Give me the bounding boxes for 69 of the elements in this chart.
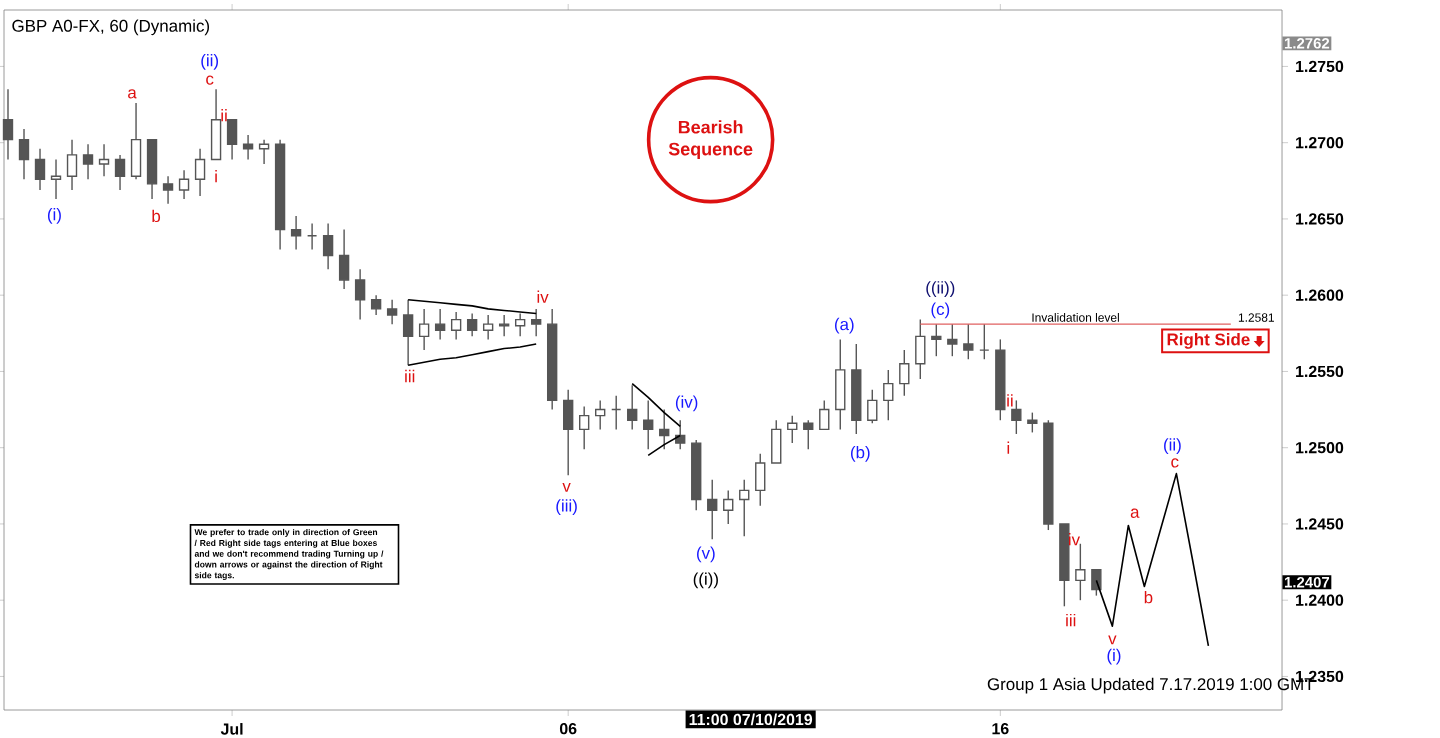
annotation: i bbox=[1007, 441, 1010, 454]
candlestick bbox=[707, 479, 718, 540]
candlestick bbox=[643, 399, 654, 450]
candlestick bbox=[162, 175, 174, 205]
candlestick bbox=[579, 405, 590, 450]
candlestick bbox=[402, 299, 414, 367]
candlestick bbox=[450, 311, 462, 341]
annotation: (i) bbox=[1107, 648, 1121, 665]
candlestick bbox=[354, 268, 366, 321]
annotation: ((ii)) bbox=[926, 281, 955, 297]
annotation: (i) bbox=[47, 207, 61, 224]
annotation: i bbox=[215, 170, 217, 183]
candlestick bbox=[50, 158, 62, 200]
annotation: (v) bbox=[697, 546, 715, 563]
candlestick bbox=[114, 154, 126, 191]
candlestick bbox=[178, 169, 190, 200]
candlestick bbox=[322, 222, 334, 270]
annotation: (iv) bbox=[675, 395, 698, 412]
line-series bbox=[407, 343, 537, 367]
candlestick bbox=[563, 389, 574, 476]
candlestick bbox=[66, 138, 78, 191]
annotation: iii bbox=[405, 369, 415, 383]
candlestick bbox=[2, 88, 14, 161]
candlestick bbox=[835, 338, 846, 431]
candlestick bbox=[194, 148, 206, 197]
annotation: c bbox=[206, 75, 214, 85]
line-series bbox=[407, 298, 537, 315]
annotation: b bbox=[152, 209, 161, 223]
candlestick bbox=[130, 102, 142, 180]
candlestick bbox=[82, 143, 94, 180]
candlestick bbox=[466, 312, 478, 338]
annotation: ii bbox=[1007, 394, 1013, 407]
candlestick bbox=[290, 215, 302, 251]
candlestick bbox=[434, 308, 446, 341]
annotation: iii bbox=[1066, 613, 1076, 627]
candlestick bbox=[98, 143, 110, 177]
candlestick bbox=[514, 312, 526, 338]
annotation: b bbox=[1144, 590, 1153, 604]
annotation: Bearish Sequence bbox=[668, 120, 753, 159]
text: GBP A0-FX, 60 (Dynamic) bbox=[12, 19, 210, 36]
candlestick bbox=[498, 314, 510, 338]
candlestick bbox=[418, 308, 430, 351]
annotation: ((i)) bbox=[693, 572, 718, 589]
candlestick bbox=[482, 314, 494, 341]
annotation: iv bbox=[1068, 533, 1080, 546]
annotation: (ii) bbox=[1164, 438, 1181, 455]
annotation: Right Side bbox=[1167, 332, 1250, 349]
annotation: (iii) bbox=[556, 499, 577, 516]
annotation: v bbox=[562, 482, 571, 492]
candlestick bbox=[386, 299, 398, 325]
candlestick bbox=[370, 294, 382, 316]
annotation: (a) bbox=[834, 317, 854, 334]
annotation: (c) bbox=[931, 302, 950, 319]
candlestick bbox=[1075, 543, 1086, 601]
candlestick bbox=[338, 228, 350, 290]
candlestick bbox=[547, 308, 558, 411]
candlestick bbox=[34, 148, 46, 191]
candlestick bbox=[595, 399, 606, 431]
annotation: (b) bbox=[850, 445, 870, 462]
candlestick bbox=[531, 308, 542, 338]
annotation: c bbox=[1171, 458, 1179, 468]
annotation: (ii) bbox=[201, 53, 219, 70]
annotation: a bbox=[1130, 508, 1140, 518]
candlestick bbox=[18, 128, 30, 180]
annotation: a bbox=[128, 89, 137, 99]
annotation: iv bbox=[537, 290, 549, 303]
annotation: ii bbox=[221, 109, 227, 122]
candlestick bbox=[274, 138, 286, 251]
annotation: v bbox=[1108, 635, 1117, 645]
